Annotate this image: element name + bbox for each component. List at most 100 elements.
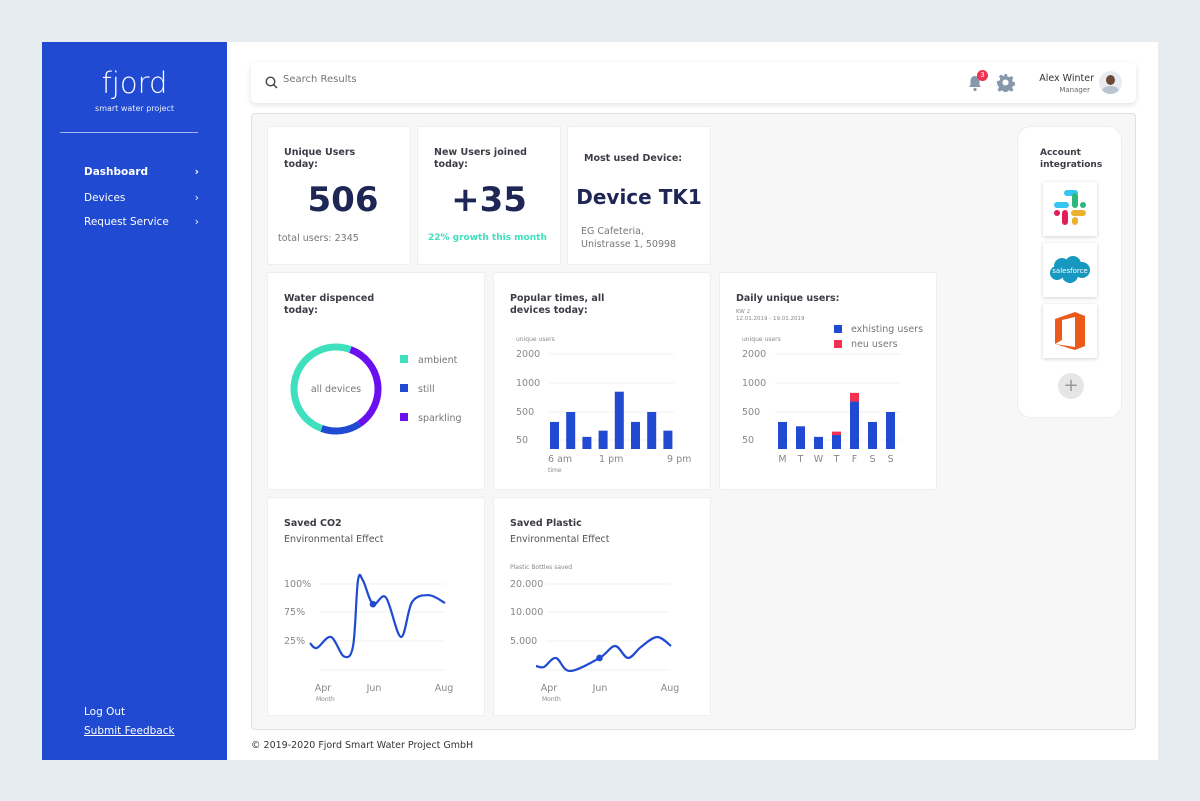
y-tick-label: 2000	[516, 349, 540, 360]
card-subtitle: Environmental Effect	[510, 534, 610, 545]
submit-feedback-link[interactable]: Submit Feedback	[84, 725, 175, 737]
salesforce-logo-text: salesforce	[1052, 267, 1087, 275]
salesforce-icon: salesforce	[1050, 256, 1090, 283]
x-tick-label: M	[778, 454, 786, 465]
x-tick-label: S	[869, 454, 875, 465]
chevron-right-icon: ›	[194, 166, 199, 178]
sidebar-divider	[60, 132, 198, 133]
card-title: Daily unique users:	[736, 293, 840, 304]
bar	[663, 430, 673, 449]
card-title: Most used Device:	[584, 153, 683, 164]
y-tick-label: 50	[516, 435, 528, 446]
bar-exhisting-users	[778, 421, 787, 449]
bar	[631, 421, 640, 449]
log-out-link[interactable]: Log Out	[84, 706, 126, 718]
x-axis-label: Month	[542, 696, 561, 703]
salesforce-integration[interactable]: salesforce	[1043, 243, 1097, 297]
x-tick-label: Apr	[541, 683, 558, 694]
data-point-marker	[369, 600, 377, 608]
chevron-right-icon: ›	[194, 216, 199, 228]
bar-neu-users	[850, 392, 859, 402]
x-tick-label: T	[833, 454, 840, 465]
y-axis-label: unique users	[516, 336, 555, 343]
y-tick-label: 100%	[284, 579, 311, 590]
sidebar-item-dashboard[interactable]: Dashboard ›	[84, 166, 199, 178]
saved-plastic-card: Saved Plastic Environmental Effect Plast…	[493, 497, 711, 716]
saved-co2-card: Saved CO2 Environmental Effect 25% 75% 100…	[267, 497, 485, 716]
legend-swatch	[834, 340, 842, 348]
x-axis-label: Month	[316, 696, 335, 703]
x-axis-label: time	[548, 467, 562, 474]
card-title: Popular times, all devices today:	[510, 293, 605, 316]
x-tick-label: Jun	[592, 683, 608, 694]
y-tick-label: 10.000	[510, 607, 543, 618]
bar-exhisting-users	[796, 426, 805, 449]
x-tick-label: Aug	[435, 683, 454, 694]
sidebar: fjord smart water project Dashboard › Dev…	[42, 42, 227, 760]
slack-integration[interactable]	[1043, 182, 1097, 236]
bar-exhisting-users	[868, 421, 877, 449]
y-tick-label: 500	[742, 407, 760, 418]
donut-slice-ambient	[290, 343, 352, 432]
y-tick-label: 500	[516, 407, 534, 418]
y-tick-label: 25%	[284, 636, 305, 647]
legend-swatch-still	[400, 384, 408, 392]
device-location: EG Cafeteria,	[581, 226, 644, 237]
card-title: Water dispenced today:	[284, 293, 375, 316]
co2-line-chart: 25% 75% 100% Apr Jun Aug Month	[284, 573, 454, 703]
sidebar-item-request-service[interactable]: Request Service ›	[84, 216, 199, 228]
footer-copyright: © 2019-2020 Fjord Smart Water Project Gm…	[251, 740, 474, 751]
card-title: Unique Users today:	[284, 147, 356, 170]
gear-icon[interactable]	[996, 73, 1015, 92]
office-integration[interactable]	[1043, 304, 1097, 358]
growth-text: 22% growth this month	[428, 233, 547, 243]
x-tick-label: W	[814, 454, 824, 465]
logo-subtitle: smart water project	[95, 104, 174, 113]
card-title: Saved CO2	[284, 518, 342, 529]
unique-users-value: 506	[307, 180, 379, 220]
y-tick-label: 75%	[284, 607, 305, 618]
bar	[566, 412, 576, 449]
y-tick-label: 5.000	[510, 636, 537, 647]
x-tick-label: Apr	[315, 683, 332, 694]
integrations-title: Account integrations	[1040, 148, 1103, 170]
donut-center-label: all devices	[311, 384, 361, 395]
chevron-right-icon: ›	[194, 192, 199, 204]
y-axis-label: Plastic Bottles saved	[510, 564, 572, 571]
total-users-text: total users: 2345	[278, 233, 359, 244]
line-series	[535, 635, 672, 673]
avatar[interactable]	[1099, 71, 1122, 94]
legend-label-ambient: ambient	[418, 355, 458, 366]
add-integration-button[interactable]: +	[1058, 373, 1084, 399]
donut-chart: all devices ambient still sparkling	[290, 343, 462, 435]
date-range: 12.01.2019 - 19.01.2019	[736, 316, 805, 322]
slack-icon	[1054, 190, 1086, 225]
bar-exhisting-users	[814, 436, 823, 449]
x-tick-label: Jun	[366, 683, 382, 694]
sidebar-item-label: Request Service	[84, 216, 169, 228]
x-tick-label: 9 pm	[667, 454, 691, 465]
bar-exhisting-users	[832, 435, 841, 449]
sidebar-item-devices[interactable]: Devices ›	[84, 192, 199, 204]
x-tick-label: S	[887, 454, 893, 465]
legend-swatch	[834, 325, 842, 333]
line-series	[309, 573, 446, 659]
header-bar: 3 Alex Winter Manager	[251, 62, 1136, 103]
office-icon	[1055, 312, 1085, 350]
popular-times-card: Popular times, all devices today: unique…	[493, 272, 711, 490]
card-title: New Users joined today:	[434, 147, 527, 170]
plastic-line-chart: Plastic Bottles saved 5.000 10.000 20.000 Ap…	[510, 564, 679, 703]
logo: fjord	[101, 66, 168, 100]
legend-label-sparkling: sparkling	[418, 413, 462, 424]
card-title: Saved Plastic	[510, 518, 582, 529]
account-integrations-panel: Account integrations salesforce +	[1017, 126, 1122, 418]
legend-label-still: still	[418, 384, 435, 395]
most-used-device-card: Most used Device: Device TK1 EG Cafeteri…	[567, 126, 711, 265]
legend-label: exhisting users	[851, 324, 923, 335]
unique-users-card: Unique Users today: 506 total users: 234…	[267, 126, 411, 265]
y-tick-label: 50	[742, 435, 754, 446]
device-address: Unistrasse 1, 50998	[581, 239, 677, 250]
search-input[interactable]	[283, 74, 683, 85]
search-icon	[265, 76, 278, 89]
legend-label: neu users	[851, 339, 898, 350]
